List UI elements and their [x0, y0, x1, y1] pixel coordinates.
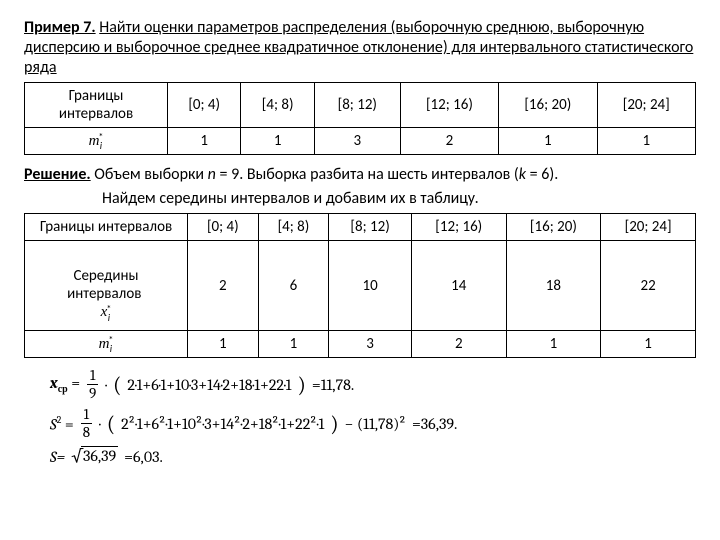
solution-line-1: Решение. Объем выборки n = 9. Выборка ра… — [24, 165, 696, 185]
formula-result: =11,78. — [312, 376, 354, 394]
interval-cell: [16; 20) — [499, 83, 597, 128]
var-k: k — [519, 165, 526, 184]
interval-cell: [8; 12) — [329, 214, 412, 241]
solution-text: Объем выборки — [94, 165, 207, 184]
mi-cell: 1 — [597, 128, 696, 155]
formula-variance: S2 = 18 · (2²·1+6²·1+10²·3+14²·2+18²·1+2… — [50, 407, 696, 440]
table-row: Границы интервалов [0; 4) [4; 8) [8; 12)… — [25, 214, 696, 241]
interval-cell: [8; 12) — [314, 83, 400, 128]
sqrt-icon: √36,39 — [71, 446, 118, 467]
interval-cell: [12; 16) — [400, 83, 498, 128]
mi-cell: 1 — [258, 330, 329, 357]
table-row: Середины интервалов x*i 2 6 10 14 18 22 — [25, 241, 696, 330]
mi-cell: 1 — [241, 128, 314, 155]
bounds-label: Границы интервалов — [25, 83, 168, 128]
solution-text: Выборка разбита на шесть интервалов ( — [243, 165, 519, 184]
table-row: m*i 1 1 3 2 1 1 — [25, 330, 696, 357]
table-row: Границы интервалов [0; 4) [4; 8) [8; 12)… — [25, 83, 696, 128]
var-s-eq: S= — [50, 448, 65, 466]
solution-title: Решение. — [24, 165, 91, 184]
mid-cell: 6 — [258, 241, 329, 330]
interval-cell: [0; 4) — [188, 214, 259, 241]
solution-table: Границы интервалов [0; 4) [4; 8) [8; 12)… — [24, 213, 696, 358]
var-n: n — [208, 165, 216, 184]
bounds-label: Границы интервалов — [25, 214, 188, 241]
formula-inner: 2²·1+6²·1+10²·3+14²·2+18²·1+22²·1 — [121, 415, 324, 433]
interval-cell: [16; 20) — [506, 214, 601, 241]
mid-cell: 2 — [188, 241, 259, 330]
mi-cell: 1 — [168, 128, 241, 155]
mid-label: Середины интервалов x*i — [25, 241, 188, 330]
mid-cell: 10 — [329, 241, 412, 330]
table-row: m*i 1 1 3 2 1 1 — [25, 128, 696, 155]
example-number: Пример 7. — [24, 18, 96, 37]
formula-stddev: S= √36,39 =6,03. — [50, 446, 696, 467]
mi-label: m*i — [25, 330, 188, 357]
interval-cell: [20; 24] — [601, 214, 696, 241]
sub-cp: ср — [58, 383, 68, 395]
formula-mean: xср = 19 · (2·1+6·1+10·3+14·2+18·1+22·1)… — [50, 368, 696, 401]
var-x: x — [50, 374, 58, 392]
mi-cell: 2 — [411, 330, 506, 357]
mi-cell: 3 — [314, 128, 400, 155]
mi-label: m*i — [25, 128, 168, 155]
example-heading: Пример 7. Найти оценки параметров распре… — [24, 18, 696, 78]
interval-cell: [20; 24] — [597, 83, 696, 128]
mid-cell: 14 — [411, 241, 506, 330]
interval-cell: [0; 4) — [168, 83, 241, 128]
interval-cell: [4; 8) — [258, 214, 329, 241]
interval-cell: [4; 8) — [241, 83, 314, 128]
one-ninth-fraction: 19 — [86, 368, 99, 401]
solution-line-2: Найдем середины интервалов и добавим их … — [24, 189, 696, 209]
interval-cell: [12; 16) — [411, 214, 506, 241]
mi-cell: 1 — [188, 330, 259, 357]
mi-cell: 3 — [329, 330, 412, 357]
mi-cell: 1 — [601, 330, 696, 357]
example-rest: Найти оценки параметров распределения (в… — [24, 18, 693, 77]
mid-cell: 18 — [506, 241, 601, 330]
formula-inner: 2·1+6·1+10·3+14·2+18·1+22·1 — [127, 376, 291, 394]
var-s: S — [50, 415, 57, 433]
mid-cell: 22 — [601, 241, 696, 330]
mi-cell: 1 — [506, 330, 601, 357]
mi-cell: 1 — [499, 128, 597, 155]
formula-tail: − (11,78)² — [345, 415, 406, 433]
one-eighth-fraction: 18 — [80, 407, 93, 440]
mi-cell: 2 — [400, 128, 498, 155]
solution-text: = 6). — [526, 165, 558, 184]
solution-text: = 9. — [216, 165, 243, 184]
solution-text: Найдем середины интервалов и добавим их … — [102, 189, 479, 208]
formula-result: =36,39. — [412, 415, 457, 433]
formula-result: =6,03. — [124, 448, 163, 466]
given-table: Границы интервалов [0; 4) [4; 8) [8; 12)… — [24, 82, 696, 155]
sqrt-value: 36,39 — [81, 446, 118, 465]
